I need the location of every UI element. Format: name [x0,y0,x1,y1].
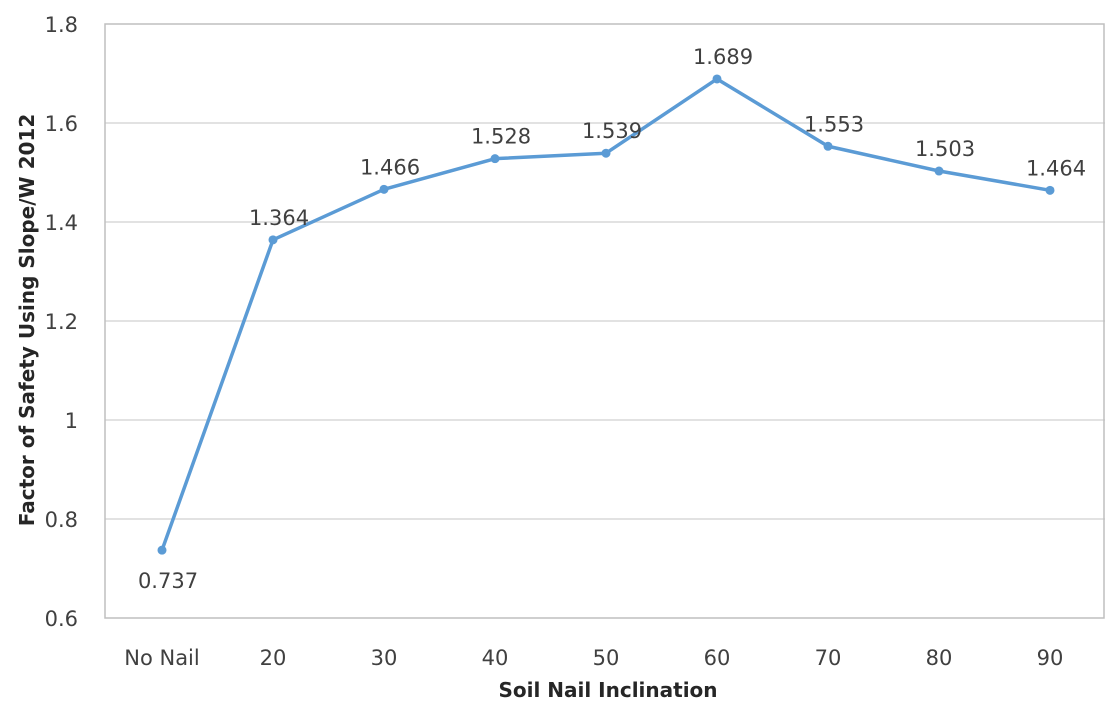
data-label: 1.464 [1026,156,1086,180]
y-tick-label: 1.8 [45,13,78,37]
y-tick-label: 1.6 [45,112,78,136]
y-tick-label: 0.8 [45,508,78,532]
x-tick-label: 40 [482,646,509,670]
x-tick-label: 20 [260,646,287,670]
data-point [601,148,611,158]
y-tick-label: 0.6 [45,607,78,631]
gridlines [105,122,1105,520]
data-point [823,141,833,151]
y-axis-title: Factor of Safety Using Slope/W 2012 [15,114,39,527]
data-point [157,545,167,555]
data-label: 1.539 [582,119,642,143]
data-point [490,154,500,164]
y-tick-label: 1.4 [45,211,78,235]
x-tick-label: 30 [371,646,398,670]
x-axis-title: Soil Nail Inclination [498,678,717,702]
y-tick-label: 1 [65,409,78,433]
y-axis-ticks: 0.6 0.8 1 1.2 1.4 1.6 1.8 [45,13,78,631]
data-label: 1.503 [915,137,975,161]
data-label: 0.737 [138,569,198,593]
plot-frame [104,23,1105,619]
y-tick-label: 1.2 [45,310,78,334]
data-points [157,74,1055,555]
data-label: 1.466 [360,155,420,179]
x-tick-label: 60 [704,646,731,670]
data-point [712,74,722,84]
data-label: 1.689 [693,45,753,69]
x-axis-ticks: No Nail 20 30 40 50 60 70 80 90 [124,646,1063,670]
x-tick-label: 90 [1037,646,1064,670]
x-tick-label: 80 [926,646,953,670]
data-point [268,235,278,245]
data-label: 1.528 [471,125,531,149]
x-tick-label: 70 [815,646,842,670]
data-point [379,184,389,194]
data-point [1045,185,1055,195]
data-labels: 0.737 1.364 1.466 1.528 1.539 1.689 1.553 1.503… [138,45,1086,593]
x-tick-label: 50 [593,646,620,670]
data-point [934,166,944,176]
data-label: 1.553 [804,112,864,136]
data-label: 1.364 [249,206,309,230]
plot-area [104,23,1105,619]
x-tick-label: No Nail [124,646,199,670]
